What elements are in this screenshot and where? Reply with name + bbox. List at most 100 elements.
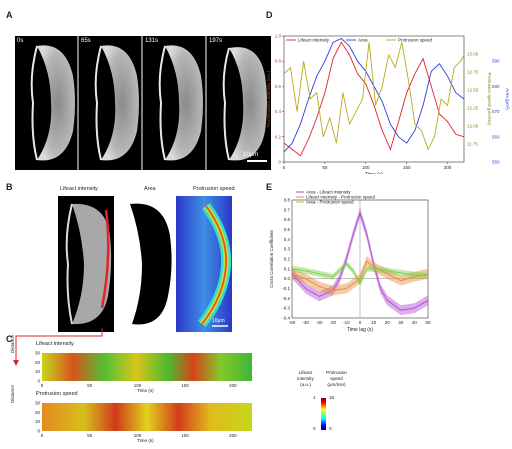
chart-e-ytick: -0.1 [282,286,290,291]
chart-d-legend-label: Protrusion speed [398,38,433,43]
c-xtick: 100 [134,383,142,388]
c-ytick: 30 [35,401,41,406]
c-xtick: 0 [41,383,44,388]
b-title-protrusion: Protrusion speed [193,186,235,192]
frame-time-0: 0s [17,38,24,44]
chart-d-xtick: 50 [322,165,328,170]
chart-d-ytick-left: 0.6 [275,84,282,89]
chart-d-series-0 [283,41,465,157]
chart-e-ytick: 0.2 [284,257,291,262]
c-title-lifeact: Lifeact intensity [36,341,74,347]
c-kymograph-lifeact [42,353,252,381]
c-ytick: 10 [35,419,41,424]
c-xtick: 150 [181,433,189,438]
c-ytick: 0 [37,379,40,384]
chart-e-xtick: -20 [330,320,337,325]
chart-e-xtick: -10 [343,320,350,325]
frame-time-2: 131s [145,38,159,44]
chart-e-ytick: 0.3 [284,247,291,252]
chart-e-xtick: -40 [302,320,309,325]
chart-d-xlabel: Time (s) [365,172,383,174]
frame-time-3: 197s [209,38,223,44]
chart-d-ytick-right1: 12.00 [467,124,479,129]
c-xtick: 50 [87,433,93,438]
b-title-area: Area [144,186,156,192]
panel-letter-b: B [6,182,13,192]
chart-d-ytick-right1: 11.75 [467,142,478,147]
frame-1 [94,45,139,161]
chart-e-ytick: 0.8 [284,198,291,203]
chart-d-ytick-left: 0.8 [275,59,282,64]
c-xlabel-2: Time (s) [137,438,154,443]
panel-letter-c: C [6,334,13,344]
panel-letter-d: D [266,10,273,20]
chart-d-ytick-right2: 590 [492,59,500,64]
b-to-c-connector [13,328,103,366]
chart-d-ytick-right2: 560 [492,134,500,139]
chart-d-ylabel-left: Fluorescence intensity (a.u.) [266,70,271,127]
c-xtick: 50 [87,383,93,388]
chart-d-ytick-left: 1.0 [275,34,282,39]
c-colorbar [321,398,326,430]
chart-e-legend-label: Area - Lifeact intensity [306,190,351,195]
chart-e-xtick: 50 [425,320,431,325]
chart-e: -0.4 -0.3 -0.2 -0.1 0.0 0.1 0.2 0.3 0.4 0.5 0.6 0.7… [269,190,431,334]
cbar-lifeact-label: Lifeact intensity (a.u.) [297,370,314,388]
chart-e-series-1 [291,260,429,291]
chart-e-ylabel: Cross Correlation Coefficient [269,230,274,288]
b-edge-highlight [100,209,110,309]
c-xtick: 150 [181,383,189,388]
chart-d-ytick-right1: 12.50 [467,88,479,93]
c-title-protrusion: Protrusion speed [36,391,78,397]
chart-d-xtick: 100 [362,165,370,170]
chart-e-band-1 [292,256,428,296]
chart-d-ytick-left: 0.4 [275,109,282,114]
chart-e-ytick: 0.6 [284,217,291,222]
b-title-lifeact: Lifeact intensity [60,186,98,192]
cbar-right-top: 15 [329,395,335,400]
frame-0 [30,45,75,161]
chart-d-ytick-right1: 12.75 [467,70,479,75]
panel-letter-e: E [266,182,273,192]
cbar-lifeact-l2: intensity [297,376,314,381]
chart-d-legend-label: Area [358,38,368,43]
chart-e-ytick: 0.4 [284,237,291,242]
chart-d-xtick: 0 [283,165,286,170]
c-kymograph-protrusion [42,403,252,431]
panel-letter-a: A [6,10,13,20]
c-ytick: 20 [35,360,41,365]
c-ytick: 0 [37,429,40,434]
c-xtick: 0 [41,433,44,438]
frame-time-1: 65s [81,38,91,44]
chart-e-ytick: 0.5 [284,227,291,232]
chart-e-ytick: -0.2 [282,296,290,301]
frame-2 [158,45,203,161]
b-area-mask [120,196,176,332]
c-xtick: 100 [134,433,142,438]
chart-d-ytick-right2: 570 [492,109,500,114]
cbar-protrusion-l3: (μm/min) [327,382,346,387]
chart-e-xtick: 30 [398,320,404,325]
chart-e-band-0 [292,207,428,316]
cbar-protrusion-label: Protrusion speed (μm/min) [326,370,347,388]
c-ytick: 20 [35,410,41,415]
cbar-left-top: 1 [313,395,316,400]
chart-d-ytick-right2: 550 [492,160,500,165]
scalebar-label-b: 10μm [212,318,225,324]
chart-d-ytick-right2: 580 [492,84,500,89]
chart-d-ytick-left: 0.2 [275,134,282,139]
c-kymographs: 0 10 20 30 0 50 100 150 200 0 10 20 30 0 50 100 150 200 [35,351,252,438]
cbar-protrusion-l1: Protrusion [326,370,347,375]
chart-e-ytick: 0.1 [284,266,291,271]
chart-d-ytick-right1: 13.00 [467,52,479,57]
c-ylabel-1: Distance [10,335,15,353]
chart-e-series-2 [291,263,429,285]
c-ytick: 30 [35,351,41,356]
chart-d-ytick-right1: 12.25 [467,106,479,111]
chart-e-xtick: -30 [316,320,323,325]
cbar-left-bottom: 0 [313,426,316,431]
cbar-protrusion-l2: speed [330,376,343,381]
scalebar-label-a: 10μm [243,152,259,158]
c-xlabel-1: Time (s) [137,388,154,393]
timelapse-images [30,36,267,170]
